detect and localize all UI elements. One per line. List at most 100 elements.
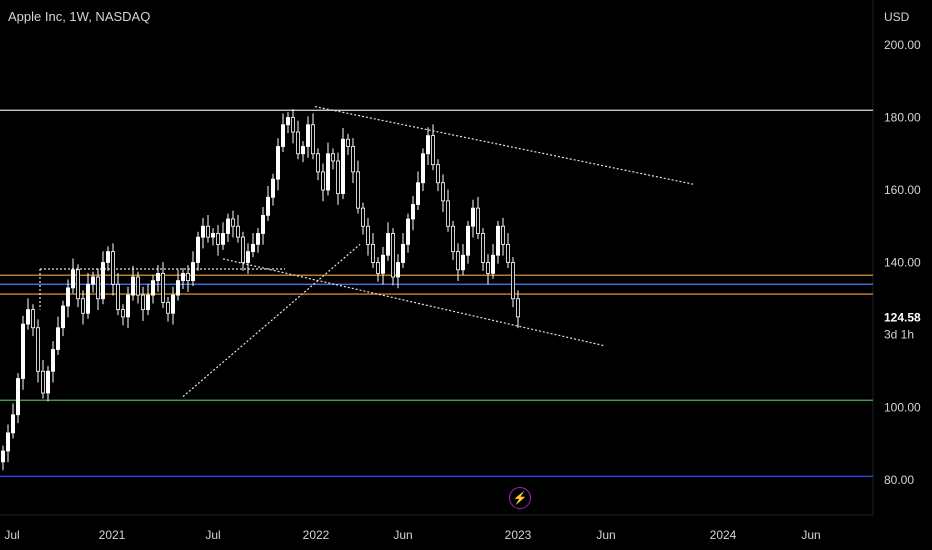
trendlines — [39, 106, 696, 398]
candle-body — [165, 301, 170, 314]
candle-body — [340, 138, 345, 195]
x-tick-label: Jun — [801, 528, 820, 542]
candle-body — [495, 225, 500, 256]
candle-body — [46, 370, 51, 394]
candle-body — [355, 171, 360, 209]
candle-body — [405, 218, 410, 245]
candle-body — [200, 225, 205, 238]
candle-body — [15, 378, 20, 416]
trendline-0 — [182, 243, 361, 398]
candle-body — [360, 207, 365, 227]
trendline-2 — [314, 106, 696, 186]
candle-body — [20, 323, 25, 379]
trendline-1 — [222, 258, 606, 347]
candle-body — [180, 272, 185, 282]
candle-body — [375, 262, 380, 274]
candle-body — [96, 276, 101, 300]
last-price-label: 124.58 — [884, 310, 921, 324]
candle-body — [76, 269, 81, 300]
candle-body — [91, 276, 96, 285]
candle-body — [155, 272, 160, 282]
candle-body — [205, 225, 210, 238]
y-tick-label: 160.00 — [884, 183, 921, 197]
candle-body — [6, 432, 11, 452]
candle-body — [135, 276, 140, 296]
candle-body — [225, 218, 230, 234]
candle-body — [170, 294, 175, 314]
candle-body — [255, 233, 260, 245]
candle-body — [430, 135, 435, 166]
candle-body — [295, 131, 300, 155]
x-tick-label: Jul — [4, 528, 19, 542]
candle-body — [300, 146, 305, 155]
y-tick-label: 80.00 — [884, 473, 914, 487]
candle-body — [235, 225, 240, 238]
candle-body — [250, 243, 255, 253]
y-tick-label: 100.00 — [884, 401, 921, 415]
candle-body — [510, 262, 515, 300]
candle-body — [36, 327, 41, 372]
candle-body — [265, 196, 270, 216]
candle-body — [145, 294, 150, 311]
candle-body — [400, 243, 405, 263]
x-tick-label: Jun — [596, 528, 615, 542]
candle-body — [260, 214, 265, 234]
x-tick-label: 2021 — [99, 528, 126, 542]
candle-body — [335, 160, 340, 195]
candle-body — [460, 254, 465, 271]
candle-body — [450, 225, 455, 253]
currency-label: USD — [884, 10, 910, 24]
candle-body — [41, 370, 46, 394]
candle-body — [30, 309, 35, 329]
candle-body — [505, 243, 510, 263]
x-tick-label: Jun — [393, 528, 412, 542]
candle-body — [290, 117, 295, 133]
candle-body — [240, 236, 245, 263]
candle-body — [71, 269, 76, 289]
candle-body — [455, 251, 460, 271]
candle-body — [86, 283, 91, 314]
candle-body — [310, 124, 315, 155]
candle-body — [385, 233, 390, 256]
candle-body — [425, 135, 430, 155]
horizontal-levels — [0, 109, 873, 477]
candle-body — [475, 207, 480, 234]
candle-body — [280, 124, 285, 147]
lightning-icon[interactable]: ⚡ — [509, 487, 531, 509]
candle-body — [0, 450, 6, 463]
candle-body — [270, 178, 275, 198]
x-tick-label: 2022 — [303, 528, 330, 542]
candle-body — [150, 280, 155, 296]
candle-body — [490, 254, 495, 274]
candle-body — [126, 294, 131, 318]
candle-body — [160, 272, 165, 303]
candle-body — [500, 225, 505, 245]
candle-body — [230, 218, 235, 227]
candle-body — [245, 251, 250, 263]
candle-body — [140, 294, 145, 311]
time-axis: Jul 2021 Jul 2022 Jun 2023 Jun 2024 Jun — [4, 528, 820, 542]
candle-body — [410, 204, 415, 220]
candle-body — [380, 254, 385, 274]
candle-body — [435, 164, 440, 184]
candle-body — [81, 298, 86, 314]
y-tick-label: 180.00 — [884, 111, 921, 125]
candle-body — [440, 182, 445, 202]
candle-body — [195, 236, 200, 263]
candle-body — [106, 251, 111, 263]
candle-body — [66, 287, 71, 307]
candle-body — [215, 233, 220, 245]
candle-body — [465, 225, 470, 256]
candle-body — [25, 309, 30, 325]
candle-body — [121, 309, 126, 318]
candle-body — [185, 272, 190, 282]
candle-body — [111, 251, 116, 285]
candles — [0, 109, 521, 471]
candle-body — [370, 243, 375, 263]
candle-body — [190, 262, 195, 282]
candle-body — [275, 146, 280, 180]
candle-body — [420, 153, 425, 184]
y-tick-label: 200.00 — [884, 38, 921, 52]
x-tick-label: Jul — [205, 528, 220, 542]
